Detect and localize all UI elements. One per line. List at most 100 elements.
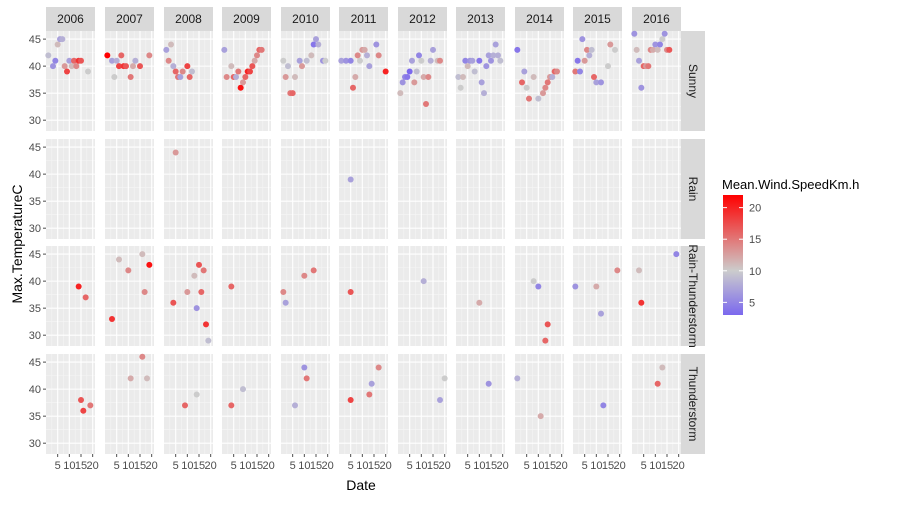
data-point	[607, 41, 614, 48]
facet-panel	[105, 246, 154, 346]
x-tick-label: 5	[582, 460, 588, 472]
facet-panel	[222, 31, 271, 131]
y-tick-label: 45	[29, 357, 41, 369]
data-point	[203, 321, 209, 328]
data-point	[235, 68, 242, 75]
data-point	[350, 84, 356, 91]
facet-strip-label: 2010	[292, 12, 319, 26]
data-point	[574, 57, 581, 64]
facet-strip-sunny	[681, 31, 705, 131]
data-point	[488, 57, 494, 64]
data-point	[165, 57, 172, 64]
y-tick-label: 30	[29, 438, 41, 450]
data-point	[605, 63, 611, 70]
legend-ticks: 5 10 15 20	[723, 203, 761, 309]
data-point	[59, 36, 66, 43]
facet-strip-label: Rain-Thunderstorm	[686, 244, 700, 347]
facet-strip-label: Thunderstorm	[686, 367, 700, 442]
y-tick-label: 45	[29, 142, 41, 154]
data-point	[519, 79, 525, 86]
data-point	[315, 41, 322, 48]
data-point	[544, 321, 551, 328]
data-point	[526, 95, 532, 102]
data-point	[352, 73, 359, 80]
data-point	[127, 375, 134, 382]
data-point	[179, 68, 186, 75]
facet-strip-2011	[339, 7, 388, 31]
facet-panel	[281, 31, 330, 131]
data-point	[52, 57, 59, 64]
data-point	[228, 283, 235, 290]
facet-strip-label: Rain	[686, 177, 700, 202]
facet-panel	[164, 139, 213, 239]
data-point	[485, 52, 492, 59]
data-point	[404, 73, 411, 80]
y-tick-label: 40	[29, 276, 41, 288]
data-point	[200, 267, 207, 274]
x-tick-label: 15	[485, 460, 497, 472]
y-tick-label: 35	[29, 196, 41, 208]
data-point	[184, 63, 191, 70]
x-tick-label: 5	[348, 460, 354, 472]
facet-panel	[164, 354, 213, 454]
data-point	[497, 57, 504, 64]
data-point	[289, 90, 296, 97]
data-point	[125, 267, 132, 274]
data-point	[366, 391, 373, 398]
legend-colorbar	[723, 195, 743, 315]
data-point	[172, 68, 179, 75]
data-point	[430, 46, 436, 53]
facet-panel	[456, 246, 505, 346]
data-point	[285, 63, 291, 70]
x-tick-label: 20	[497, 460, 509, 472]
x-tick-label: 20	[205, 460, 217, 472]
facet-panel	[573, 246, 622, 346]
data-point	[170, 63, 177, 70]
facet-strip-label: Sunny	[686, 64, 700, 98]
facet-strip-2009	[222, 7, 271, 31]
data-point	[591, 73, 597, 80]
data-point	[462, 57, 469, 64]
y-tick-label: 40	[29, 169, 41, 181]
facet-strip-2013	[456, 7, 505, 31]
data-point	[296, 57, 303, 64]
facet-panel	[46, 354, 95, 454]
x-tick-label: 10	[356, 460, 368, 472]
data-point	[139, 251, 146, 258]
facet-strip-label: 2013	[467, 12, 494, 26]
x-tick-label: 20	[322, 460, 334, 472]
data-point	[240, 79, 246, 86]
data-point	[282, 299, 289, 306]
data-point	[478, 79, 485, 86]
data-point	[186, 73, 193, 80]
facet-panel	[515, 139, 564, 239]
data-point	[427, 57, 434, 64]
data-point	[123, 63, 129, 70]
data-point	[146, 52, 153, 59]
x-tick-label: 20	[673, 460, 685, 472]
data-point	[549, 73, 556, 80]
data-point	[170, 299, 177, 306]
facet-panel	[398, 246, 447, 346]
data-point	[82, 294, 89, 301]
data-point	[322, 57, 329, 64]
data-points	[45, 30, 680, 420]
x-tick-label: 10	[590, 460, 602, 472]
data-point	[364, 52, 370, 59]
data-point	[299, 63, 305, 70]
data-point	[313, 36, 319, 43]
x-tick-label: 10	[415, 460, 427, 472]
data-point	[80, 407, 87, 414]
x-tick-label: 10	[532, 460, 544, 472]
x-tick-label: 20	[614, 460, 626, 472]
data-point	[338, 57, 345, 64]
data-point	[303, 57, 310, 64]
facet-panel	[222, 246, 271, 346]
data-point	[240, 386, 246, 393]
x-tick-label: 10	[239, 460, 251, 472]
data-point	[540, 90, 546, 97]
data-point	[652, 41, 659, 48]
x-tick-label: 10	[181, 460, 193, 472]
data-point	[425, 73, 432, 80]
